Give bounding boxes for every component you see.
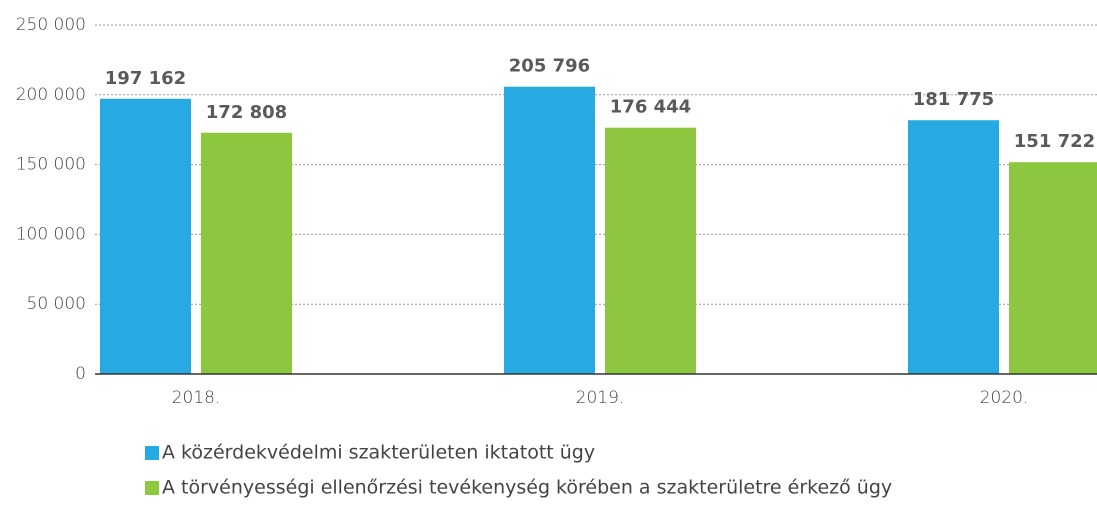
x-tick-label: 2018.	[172, 388, 221, 408]
value-label: 205 796	[509, 56, 590, 77]
value-label: 181 775	[913, 89, 994, 110]
value-label: 176 444	[610, 97, 691, 118]
y-tick-label: 50 000	[27, 294, 86, 314]
y-tick-label: 250 000	[16, 15, 86, 35]
bar	[908, 120, 999, 375]
legend-swatch	[145, 446, 159, 460]
y-tick-label: 0	[75, 364, 86, 384]
legend-label: A közérdekvédelmi szakterületen iktatott…	[162, 442, 595, 464]
y-tick-label: 150 000	[16, 155, 86, 175]
x-tick-label: 2020.	[980, 388, 1029, 408]
value-label: 151 722	[1014, 131, 1095, 152]
bar	[201, 132, 292, 374]
bar	[100, 98, 191, 375]
legend-label: A törvényességi ellenőrzési tevékenység …	[162, 477, 892, 499]
bar	[504, 86, 595, 374]
y-tick-label: 200 000	[16, 85, 86, 105]
bar	[605, 127, 696, 374]
x-tick-label: 2019.	[576, 388, 625, 408]
value-label: 172 808	[206, 102, 287, 123]
bar	[1009, 162, 1097, 374]
value-label: 197 162	[105, 68, 186, 89]
legend-swatch	[145, 481, 159, 495]
y-tick-label: 100 000	[16, 224, 86, 244]
